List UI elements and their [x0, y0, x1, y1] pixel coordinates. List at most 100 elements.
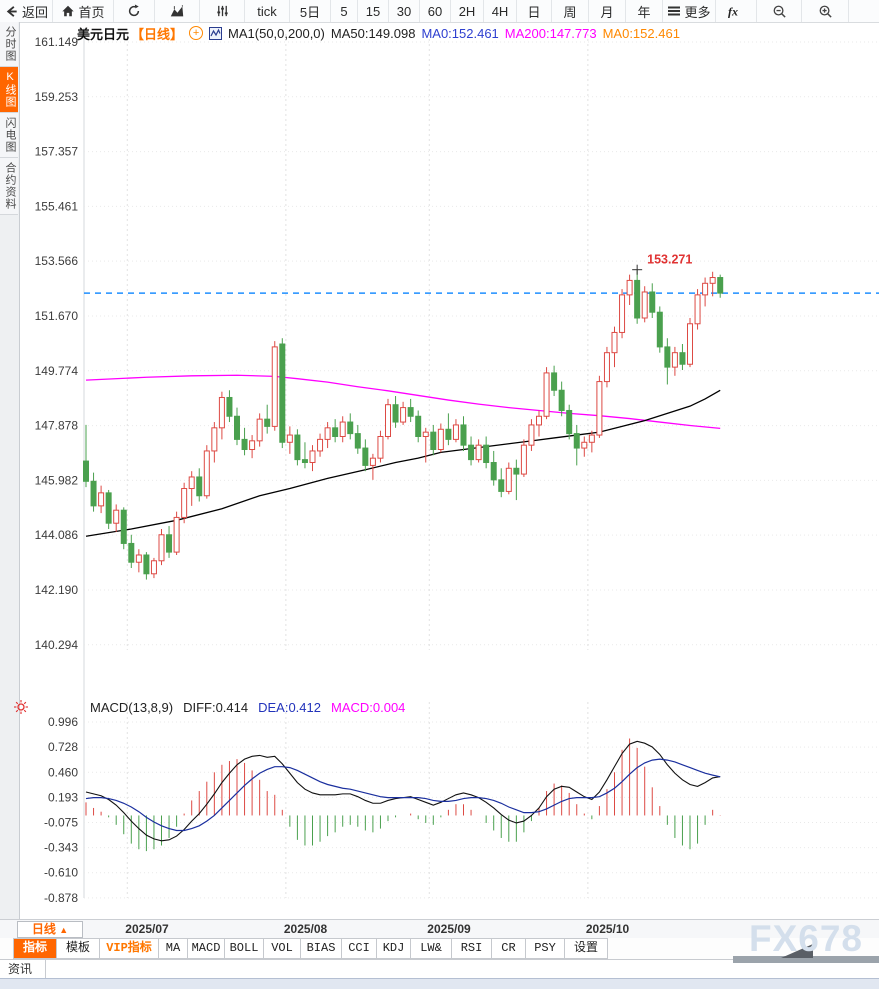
tab-RSI[interactable]: RSI: [452, 938, 492, 959]
macd-title: MACD(13,8,9): [90, 700, 174, 715]
timeframe-tick[interactable]: tick: [245, 0, 290, 22]
tab-BIAS[interactable]: BIAS: [301, 938, 342, 959]
svg-text:161.149: 161.149: [35, 35, 79, 49]
svg-text:155.461: 155.461: [35, 199, 79, 213]
zoom-out-button[interactable]: [757, 0, 802, 22]
circle-plus-icon[interactable]: +: [189, 26, 204, 40]
ma0-orange-value: MA0:152.461: [602, 25, 680, 41]
menu-icon: [667, 5, 681, 17]
timeframe-4h[interactable]: 4H: [484, 0, 517, 22]
chart-type-icon[interactable]: [209, 26, 223, 40]
timeframe-2h-label: 2H: [458, 3, 476, 19]
timeframe-5d[interactable]: 5日: [290, 0, 331, 22]
sidebar-item-分时图[interactable]: 分时图: [0, 22, 18, 67]
x-axis-label: 2025/07: [125, 922, 169, 936]
area-chart-button[interactable]: [155, 0, 200, 22]
svg-text:fx: fx: [728, 5, 738, 19]
ma-config-label: MA1(50,0,200,0): [228, 25, 325, 41]
home-button-label: 首页: [78, 4, 105, 20]
tab-VOL[interactable]: VOL: [264, 938, 301, 959]
chevron-up-icon: ▲: [59, 925, 69, 935]
timeframe-15min[interactable]: 15: [358, 0, 389, 22]
high-annotation: 153.271: [632, 253, 692, 275]
timeframe-15min-label: 15: [365, 3, 381, 19]
ma200-value: MA200:147.773: [504, 25, 597, 41]
tab-设置[interactable]: 设置: [565, 938, 608, 959]
svg-text:145.982: 145.982: [35, 473, 79, 487]
x-axis-label: 2025/08: [283, 922, 328, 936]
timeframe-60min[interactable]: 60: [420, 0, 451, 22]
timeframe-week[interactable]: 周: [552, 0, 589, 22]
timeframe-week-label: 周: [563, 4, 577, 20]
indicator-sliders-button[interactable]: [200, 0, 245, 22]
sidebar-item-闪电图[interactable]: 闪电图: [0, 113, 18, 158]
zoom-in-button[interactable]: [802, 0, 849, 22]
svg-text:-0.610: -0.610: [44, 866, 78, 880]
sidebar-item-kline-active[interactable]: K线图: [0, 67, 18, 113]
timeframe-60min-label: 60: [427, 3, 443, 19]
tab-BOLL[interactable]: BOLL: [225, 938, 264, 959]
indicator-settings-icon[interactable]: [13, 699, 29, 718]
refresh-button[interactable]: [114, 0, 155, 22]
ma200-line: [85, 374, 721, 430]
ma50-line: [85, 389, 721, 537]
macd-dea-value: DEA:0.412: [258, 700, 321, 715]
sidebar-item-合约资料[interactable]: 合约资料: [0, 158, 18, 215]
timeframe-30min[interactable]: 30: [389, 0, 420, 22]
svg-text:159.253: 159.253: [35, 90, 79, 104]
timeframe-2h[interactable]: 2H: [451, 0, 484, 22]
x-axis-label: 2025/10: [585, 922, 630, 936]
back-button[interactable]: 返回: [0, 0, 53, 22]
svg-text:-0.075: -0.075: [44, 815, 78, 829]
more-button[interactable]: 更多: [663, 0, 716, 22]
timeframe-year[interactable]: 年: [626, 0, 663, 22]
macd-hist-value: MACD:0.004: [330, 700, 406, 715]
home-button[interactable]: 首页: [53, 0, 114, 22]
left-sidebar: 分时图 K线图 闪电图 合约资料: [0, 22, 20, 919]
zoom-in-icon: [818, 4, 833, 19]
refresh-icon: [127, 4, 141, 18]
tab-模板[interactable]: 模板: [57, 938, 100, 959]
timeframe-4h-label: 4H: [491, 3, 509, 19]
candles-layer: [83, 269, 724, 580]
timeframe-5min[interactable]: 5: [331, 0, 358, 22]
ma50-value: MA50:149.098: [330, 25, 416, 41]
svg-text:0.728: 0.728: [48, 740, 78, 754]
tab-PSY[interactable]: PSY: [526, 938, 565, 959]
svg-text:144.086: 144.086: [35, 528, 79, 542]
fx-icon: fx: [727, 4, 745, 19]
home-icon: [61, 4, 75, 18]
timeframe-5min-label: 5: [340, 3, 348, 19]
price-grid: 161.149 159.253 157.357 155.461 153.566 151.6…: [35, 34, 879, 652]
svg-text:153.271: 153.271: [647, 253, 692, 267]
timeframe-day-label: 日: [527, 4, 541, 20]
timeframe-selector[interactable]: 日线 ▲: [17, 921, 83, 938]
more-button-label: 更多: [684, 4, 711, 20]
macd-legend: MACD(13,8,9) DIFF:0.414 DEA:0.412 MACD:0…: [90, 700, 405, 715]
tab-news[interactable]: 资讯: [0, 960, 46, 978]
tab-CCI[interactable]: CCI: [342, 938, 377, 959]
macd-histogram: [85, 738, 721, 852]
svg-text:147.878: 147.878: [35, 419, 79, 433]
formula-button[interactable]: fx: [716, 0, 757, 22]
timeframe-label: 日线: [31, 922, 56, 936]
tab-LW&[interactable]: LW&: [411, 938, 452, 959]
x-axis-label: 2025/09: [427, 922, 471, 936]
timeframe-5d-label: 5日: [299, 4, 321, 20]
price-chart-legend: 美元日元 【日线】 + MA1(50,0,200,0) MA50:149.098 …: [77, 25, 680, 42]
svg-text:0.996: 0.996: [48, 715, 78, 729]
tab-CR[interactable]: CR: [492, 938, 526, 959]
tab-MACD[interactable]: MACD: [188, 938, 225, 959]
macd-diff-value: DIFF:0.414: [183, 700, 249, 715]
tab-VIP指标[interactable]: VIP指标: [100, 938, 159, 959]
timeframe-month[interactable]: 月: [589, 0, 626, 22]
timeframe-year-label: 年: [637, 4, 651, 20]
tab-MA[interactable]: MA: [159, 938, 188, 959]
diff-line: [85, 740, 721, 842]
tab-KDJ[interactable]: KDJ: [377, 938, 411, 959]
symbol-name: 美元日元: [77, 26, 130, 42]
timeframe-day[interactable]: 日: [517, 0, 552, 22]
svg-text:153.566: 153.566: [35, 254, 79, 268]
tab-指标[interactable]: 指标: [13, 938, 57, 959]
